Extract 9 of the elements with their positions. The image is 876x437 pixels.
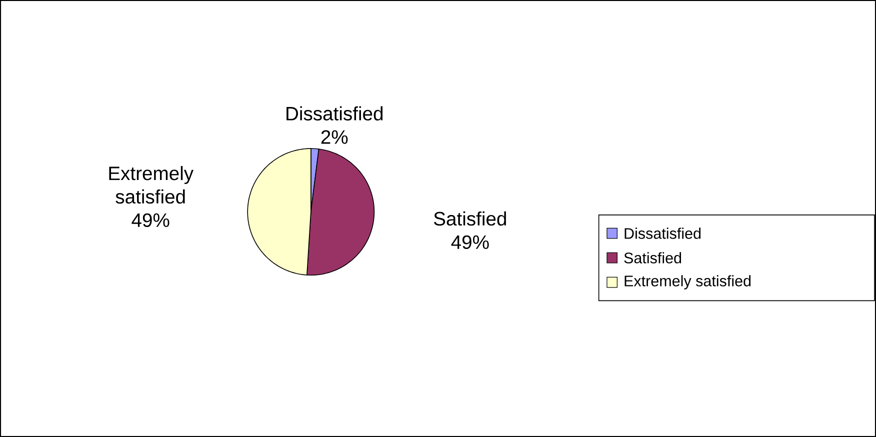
legend-label: Extremely satisfied [624, 275, 751, 290]
data-label: 49% [451, 235, 489, 250]
slice-label: Dissatisfied [286, 106, 383, 121]
data-label: 49% [132, 213, 170, 228]
data-label: 2% [321, 130, 348, 144]
legend-label: Dissatisfied [624, 228, 701, 239]
slice-label: Extremely satisfied [109, 166, 194, 204]
slice-label: Satisfied [434, 211, 506, 226]
legend-label: Satisfied [624, 252, 682, 264]
